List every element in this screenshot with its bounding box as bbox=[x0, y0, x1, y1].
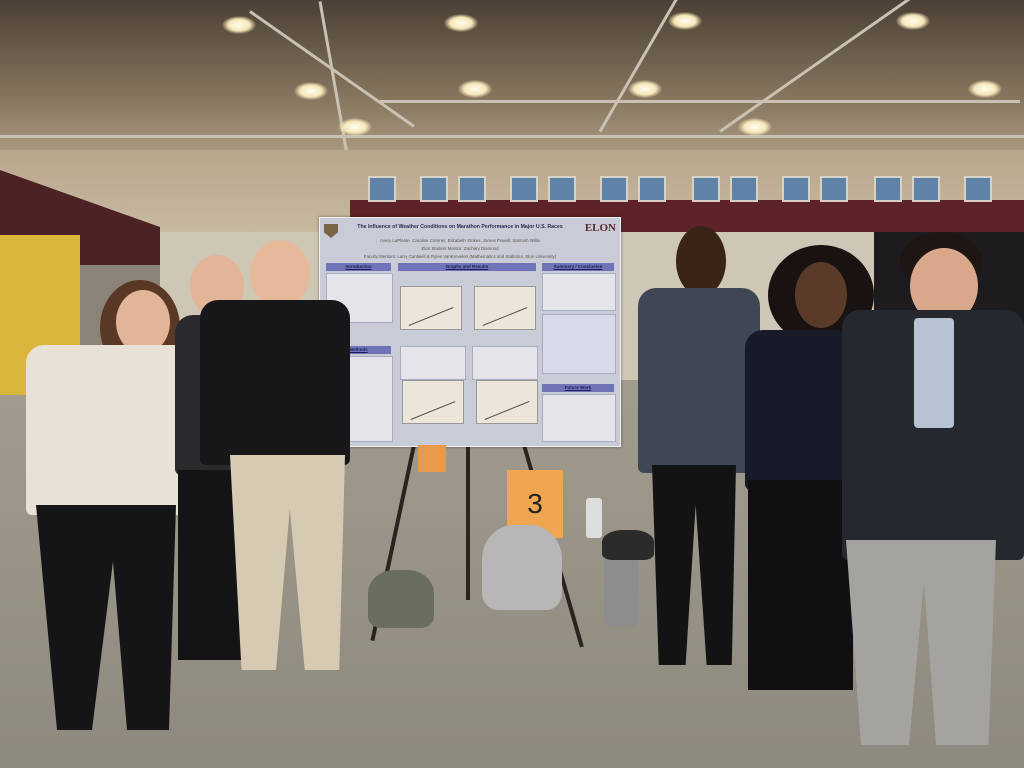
poster-authors: Avery LaPlante, Caroline Crenner, Elizab… bbox=[379, 238, 540, 243]
section-summary: Summary / Conclusion bbox=[542, 263, 614, 271]
section-introduction: Introduction bbox=[326, 263, 391, 271]
ceiling bbox=[0, 0, 1024, 160]
elon-logo: ELON bbox=[584, 222, 616, 234]
poster-faculty-mentors: Faculty Mentors: Larry Cantwell & Rylee … bbox=[363, 254, 557, 259]
research-poster: ELON The Influence of Weather Conditions… bbox=[319, 217, 621, 447]
section-methods: Methods bbox=[326, 346, 391, 354]
small-orange-sign bbox=[418, 445, 446, 472]
section-graphs: Graphs and Results bbox=[398, 263, 536, 271]
university-crest-icon bbox=[324, 224, 338, 238]
poster-title: The Influence of Weather Conditions on M… bbox=[357, 224, 563, 230]
poster-student-mentor: Elon Student Mentor: Zachary Diamond bbox=[421, 246, 499, 251]
section-future-work: Future Work bbox=[542, 384, 614, 392]
